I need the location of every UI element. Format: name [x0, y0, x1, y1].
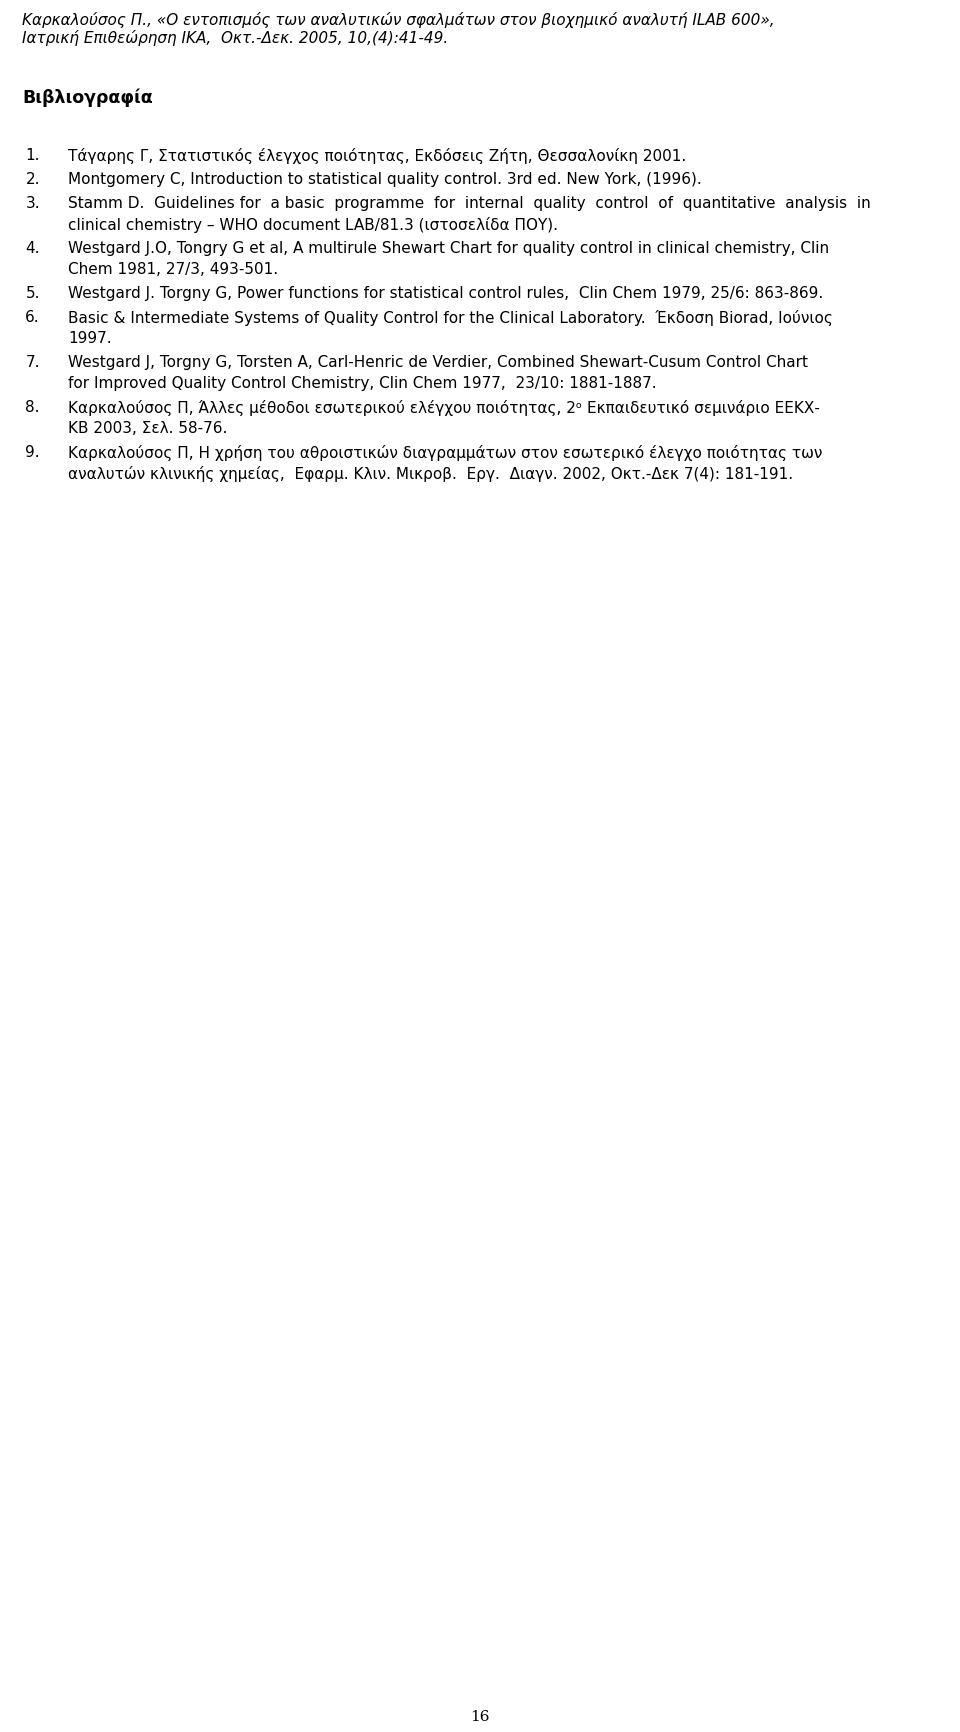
Text: Chem 1981, 27/3, 493-501.: Chem 1981, 27/3, 493-501.: [68, 262, 278, 277]
Text: Stamm D.  Guidelines for  a basic  programme  for  internal  quality  control  o: Stamm D. Guidelines for a basic programm…: [68, 196, 871, 211]
Text: ΚΒ 2003, Σελ. 58-76.: ΚΒ 2003, Σελ. 58-76.: [68, 421, 228, 436]
Text: Βιβλιογραφία: Βιβλιογραφία: [22, 88, 153, 106]
Text: 8.: 8.: [26, 400, 40, 414]
Text: Basic & Intermediate Systems of Quality Control for the Clinical Laboratory.  Έκ: Basic & Intermediate Systems of Quality …: [68, 310, 833, 326]
Text: αναλυτών κλινικής χημείας,  Εφαρμ. Κλιν. Μικροβ.  Εργ.  Διαγν. 2002, Οκτ.-Δεκ 7(: αναλυτών κλινικής χημείας, Εφαρμ. Κλιν. …: [68, 466, 793, 481]
Text: Καρκαλούσος Π, Η χρήση του αθροιστικών διαγραμμάτων στον εσωτερικό έλεγχο ποιότη: Καρκαλούσος Π, Η χρήση του αθροιστικών δ…: [68, 445, 823, 461]
Text: 16: 16: [470, 1709, 490, 1723]
Text: Westgard J, Torgny G, Torsten A, Carl-Henric de Verdier, Combined Shewart-Cusum : Westgard J, Torgny G, Torsten A, Carl-He…: [68, 355, 808, 371]
Text: Ιατρική Επιθεώρηση ΙΚΑ,  Οκτ.-Δεκ. 2005, 10,(4):41-49.: Ιατρική Επιθεώρηση ΙΚΑ, Οκτ.-Δεκ. 2005, …: [22, 29, 448, 47]
Text: 1.: 1.: [26, 147, 40, 163]
Text: for Improved Quality Control Chemistry, Clin Chem 1977,  23/10: 1881-1887.: for Improved Quality Control Chemistry, …: [68, 376, 657, 391]
Text: Montgomery C, Introduction to statistical quality control. 3rd ed. New York, (19: Montgomery C, Introduction to statistica…: [68, 171, 702, 187]
Text: Τάγαρης Γ, Στατιστικός έλεγχος ποιότητας, Εκδόσεις Ζήτη, Θεσσαλονίκη 2001.: Τάγαρης Γ, Στατιστικός έλεγχος ποιότητας…: [68, 147, 686, 165]
Text: 1997.: 1997.: [68, 331, 111, 346]
Text: 4.: 4.: [26, 241, 40, 256]
Text: 2.: 2.: [26, 171, 40, 187]
Text: 3.: 3.: [25, 196, 40, 211]
Text: Καρκαλούσος Π, Άλλες μέθοδοι εσωτερικού ελέγχου ποιότητας, 2ᵒ Εκπαιδευτικό σεμιν: Καρκαλούσος Π, Άλλες μέθοδοι εσωτερικού …: [68, 400, 820, 416]
Text: clinical chemistry – WHO document LAB/81.3 (ιστοσελίδα ΠΟΥ).: clinical chemistry – WHO document LAB/81…: [68, 216, 558, 232]
Text: 6.: 6.: [25, 310, 40, 326]
Text: 5.: 5.: [26, 286, 40, 301]
Text: Καρκαλούσος Π., «Ο εντοπισμός των αναλυτικών σφαλμάτων στον βιοχημικό αναλυτή IL: Καρκαλούσος Π., «Ο εντοπισμός των αναλυτ…: [22, 12, 775, 28]
Text: Westgard J. Torgny G, Power functions for statistical control rules,  Clin Chem : Westgard J. Torgny G, Power functions fo…: [68, 286, 824, 301]
Text: 9.: 9.: [25, 445, 40, 459]
Text: 7.: 7.: [26, 355, 40, 371]
Text: Westgard J.O, Tongry G et al, A multirule Shewart Chart for quality control in c: Westgard J.O, Tongry G et al, A multirul…: [68, 241, 829, 256]
